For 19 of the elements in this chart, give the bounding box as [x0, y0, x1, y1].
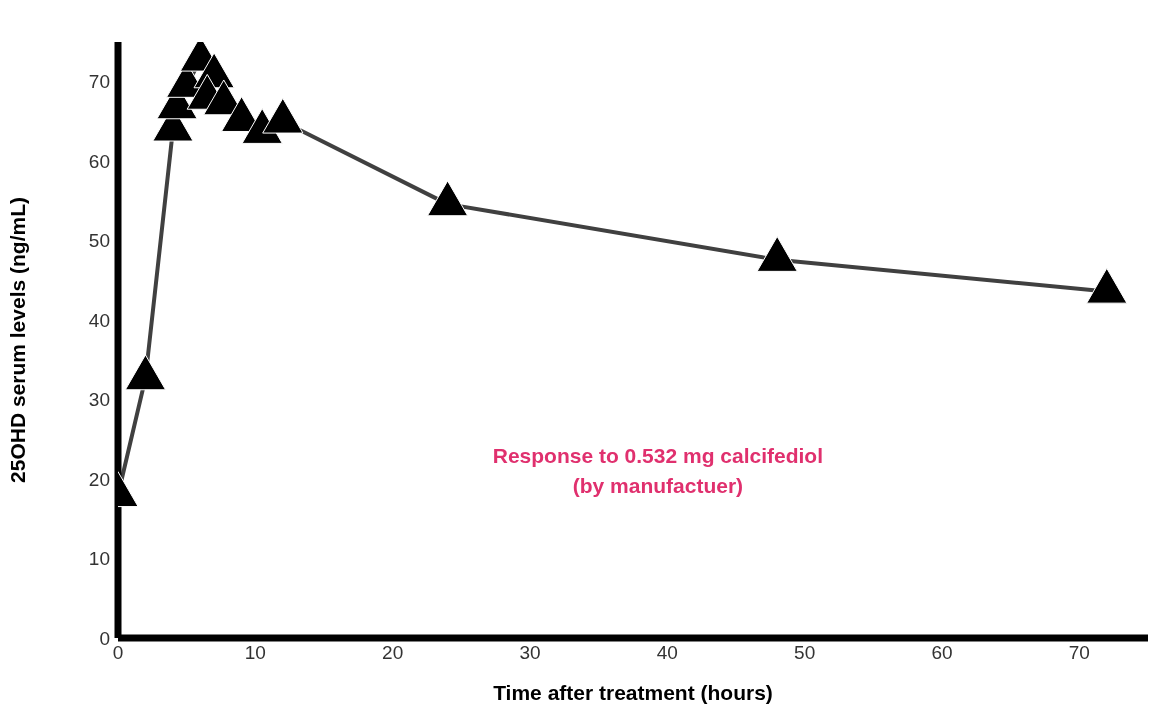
y-tick-label: 30 — [88, 389, 110, 411]
y-tick-label: 50 — [88, 230, 110, 252]
y-tick-label: 40 — [88, 309, 110, 331]
y-axis-title: 25OHD serum levels (ng/mL) — [6, 197, 30, 483]
y-tick-label: 60 — [88, 150, 110, 172]
x-axis-title: Time after treatment (hours) — [493, 681, 773, 704]
x-tick-label: 20 — [382, 642, 404, 664]
annotation: Response to 0.532 mg calcifediol (by manufactuer) — [491, 443, 825, 499]
y-tick-label: 20 — [88, 468, 110, 490]
x-tick-label: 0 — [112, 642, 124, 664]
y-tick-label: 0 — [99, 627, 110, 649]
x-tick-label: 30 — [519, 642, 541, 664]
x-tick-label: 60 — [931, 642, 953, 664]
y-tick-label: 10 — [88, 548, 110, 570]
x-tick-label: 70 — [1068, 642, 1090, 664]
x-tick-label: 50 — [794, 642, 816, 664]
x-tick-label: 10 — [244, 642, 266, 664]
x-tick-label: 40 — [656, 642, 678, 664]
y-tick-label: 70 — [88, 71, 110, 93]
